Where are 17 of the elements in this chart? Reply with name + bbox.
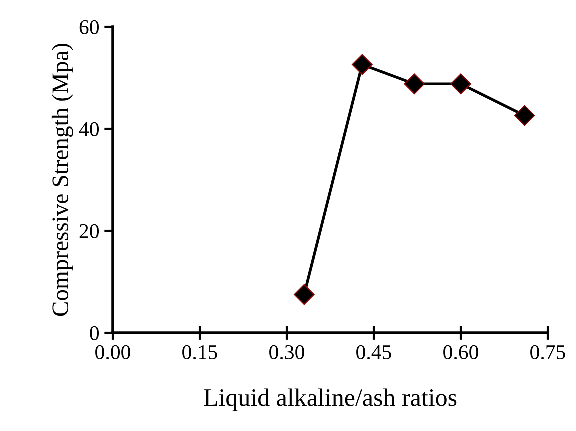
x-tick-label: 0.60 (444, 345, 478, 360)
x-axis-title: Liquid alkaline/ash ratios (204, 388, 457, 412)
point (450, 74, 472, 94)
y-axis-title: Compressive Strength (Mpa) (52, 44, 74, 316)
x-tick-label: 0.75 (530, 345, 566, 360)
point (404, 74, 425, 94)
x-tick-label: 0.15 (182, 345, 218, 360)
y-tick-label: 40 (79, 122, 100, 136)
y-tick-label: 0 (90, 326, 100, 340)
x-tick-label: 0.00 (96, 345, 130, 360)
point (352, 54, 373, 76)
point (294, 284, 315, 306)
point (514, 105, 536, 126)
x-tick-label: 0.30 (270, 345, 304, 360)
y-tick-label: 60 (80, 20, 100, 34)
y-tick-label: 20 (80, 224, 100, 238)
x-tick-label: 0.45 (356, 345, 392, 360)
